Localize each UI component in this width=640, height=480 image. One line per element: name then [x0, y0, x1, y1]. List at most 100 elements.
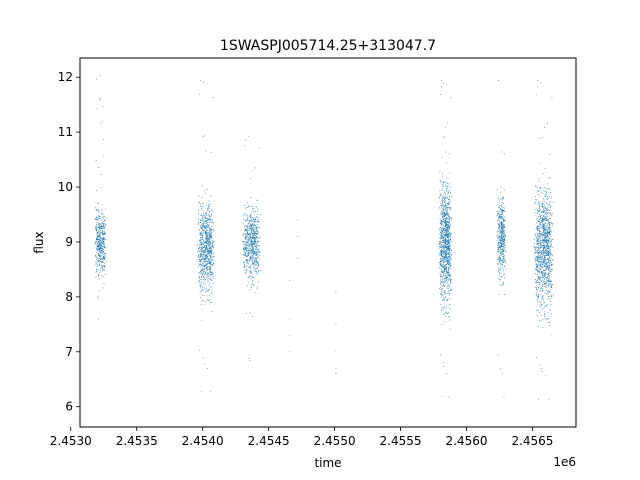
data-point [546, 282, 547, 284]
data-point [442, 157, 443, 159]
data-point [536, 257, 538, 259]
data-point [97, 244, 99, 246]
data-point [94, 219, 96, 220]
data-point [500, 240, 502, 242]
data-point [497, 233, 499, 235]
data-point [439, 217, 441, 219]
data-point [94, 242, 96, 244]
data-point [248, 225, 250, 227]
data-point [251, 224, 253, 226]
data-point [547, 274, 549, 275]
data-point [257, 262, 259, 263]
data-point [536, 263, 538, 265]
data-point [443, 82, 444, 83]
data-point [207, 251, 209, 253]
data-point [206, 265, 208, 267]
data-point [101, 242, 103, 243]
data-point [209, 262, 211, 264]
data-point [550, 303, 552, 305]
data-point [206, 220, 207, 222]
data-point [541, 266, 543, 268]
data-point [203, 216, 204, 218]
data-point [544, 191, 546, 193]
data-point [547, 289, 549, 291]
data-point [549, 221, 551, 223]
data-point [448, 255, 450, 257]
data-point [247, 218, 248, 219]
data-point [551, 215, 553, 216]
data-point [250, 256, 252, 258]
data-point [250, 249, 252, 251]
data-point [544, 246, 546, 248]
data-point [255, 252, 257, 253]
data-point [545, 210, 547, 212]
data-point [545, 217, 547, 219]
data-point [248, 235, 250, 237]
data-point [204, 189, 206, 191]
data-point [256, 267, 257, 269]
data-point [439, 206, 441, 208]
data-point [443, 219, 445, 221]
data-point [440, 354, 442, 356]
data-point [440, 207, 442, 209]
data-point [198, 201, 200, 203]
data-point [99, 224, 101, 226]
data-point [446, 226, 448, 228]
data-point [208, 263, 210, 265]
data-point [246, 244, 248, 246]
data-point [544, 231, 546, 233]
data-point [538, 262, 539, 264]
data-point [446, 280, 448, 282]
data-point [257, 217, 259, 219]
data-point [550, 205, 552, 207]
data-point [545, 238, 546, 240]
data-point [544, 203, 546, 205]
data-point [540, 246, 542, 248]
data-point [446, 203, 448, 204]
data-point [549, 237, 551, 239]
data-point [202, 230, 204, 232]
data-point [550, 294, 552, 296]
data-point [98, 226, 100, 228]
data-point [544, 237, 546, 239]
data-point [440, 254, 442, 255]
data-point [205, 248, 207, 250]
data-point [250, 255, 252, 257]
data-point [503, 268, 504, 270]
data-point [201, 248, 202, 250]
data-point [244, 235, 246, 237]
data-point [202, 300, 203, 302]
data-point [440, 279, 441, 281]
data-point [537, 290, 539, 292]
data-point [251, 261, 253, 263]
data-point [202, 276, 204, 278]
data-point [501, 218, 502, 220]
data-point [440, 212, 442, 214]
data-point [208, 259, 210, 261]
data-point [103, 242, 105, 244]
data-point [537, 79, 538, 81]
data-point [207, 224, 209, 226]
data-point [545, 236, 547, 238]
data-point [200, 233, 202, 235]
data-point [448, 222, 450, 224]
data-point [447, 288, 449, 290]
data-point [499, 199, 501, 200]
data-point [549, 217, 551, 219]
data-point [199, 280, 201, 282]
x-tick-label: 2.4560 [446, 434, 488, 448]
data-point [202, 247, 204, 249]
data-point [536, 242, 538, 244]
data-point [445, 252, 447, 254]
data-point [289, 334, 291, 336]
data-point [250, 246, 252, 248]
data-point [103, 256, 105, 258]
data-point [540, 256, 542, 258]
data-point [539, 209, 541, 211]
data-point [250, 228, 252, 230]
data-point [441, 242, 443, 244]
data-point [100, 248, 102, 249]
data-point [539, 235, 541, 237]
data-point [538, 236, 540, 238]
data-point [252, 229, 254, 231]
